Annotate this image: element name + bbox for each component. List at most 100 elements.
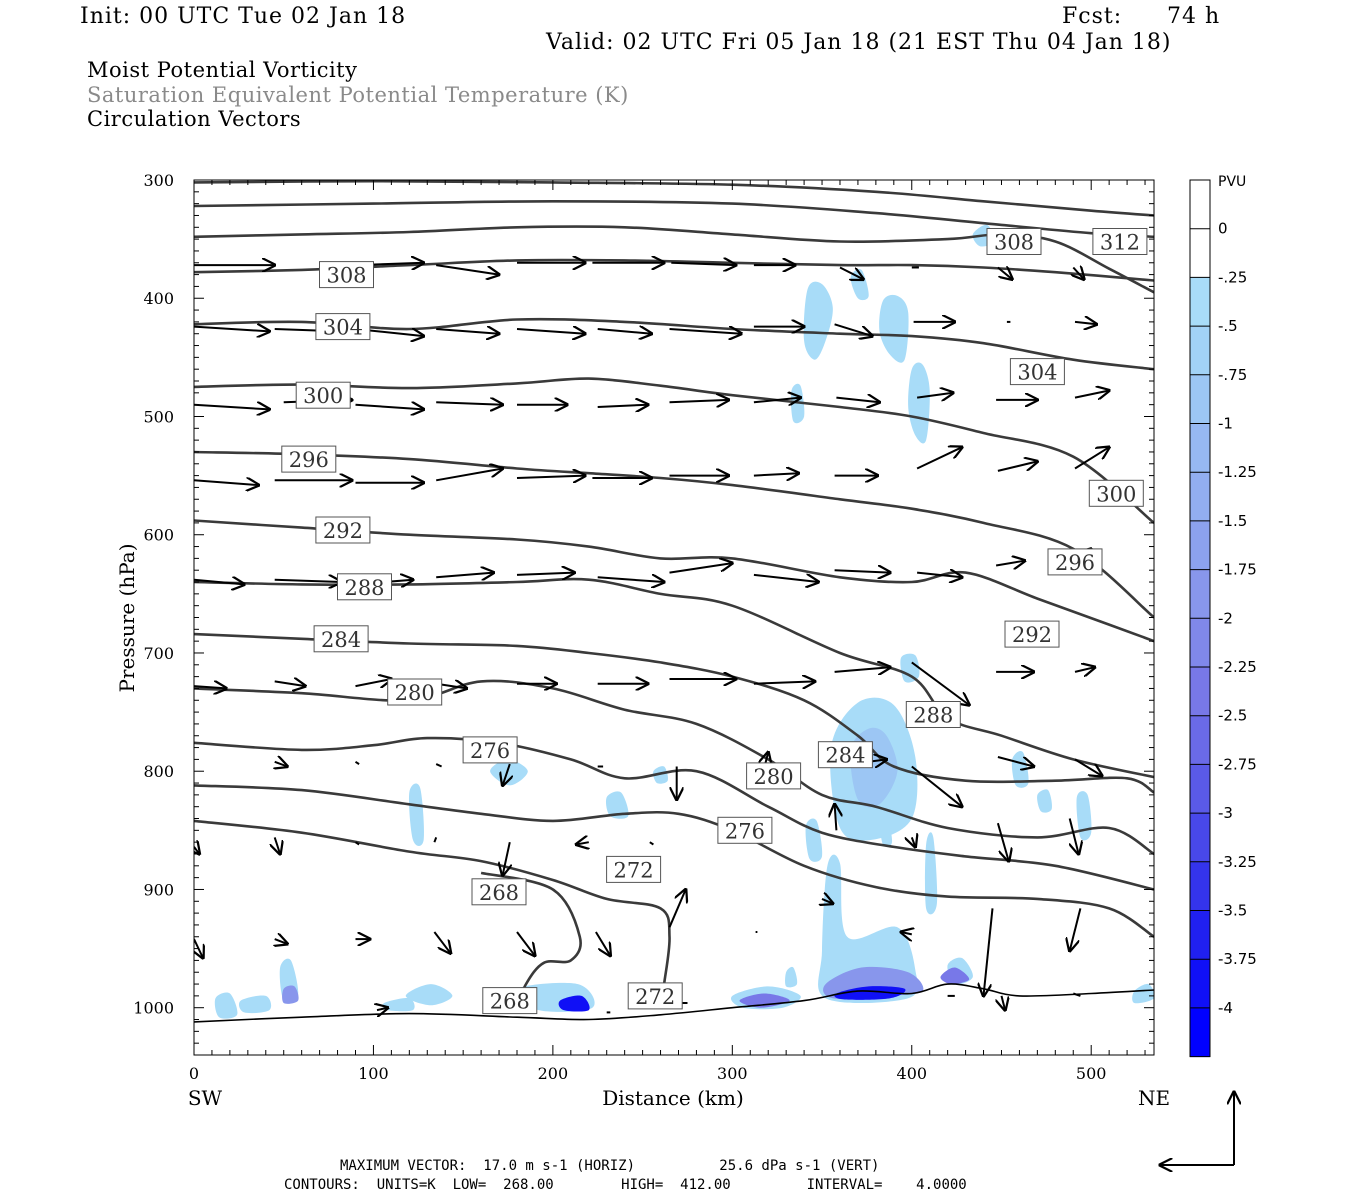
circulation-vector [911, 765, 962, 807]
contour-label-box [717, 816, 773, 844]
max-vector-note: MAXIMUM VECTOR: 17.0 m s-1 (HORIZ) 25.6 … [340, 1158, 880, 1174]
circulation-vector [516, 329, 585, 334]
contour-label-box [817, 741, 873, 769]
theta-contour-308 [194, 225, 1154, 294]
circulation-vector [649, 841, 654, 846]
circulation-vector [822, 899, 833, 904]
y-tick-label: 900 [143, 881, 174, 900]
mpv-region [1156, 315, 1192, 332]
valid-time: Valid: 02 UTC Fri 05 Jan 18 (21 EST Thu … [546, 30, 1172, 55]
colorbar-label: -2.5 [1218, 707, 1247, 725]
circulation-vector [194, 847, 199, 854]
circulation-vector [753, 398, 801, 403]
colorbar-label: -4 [1218, 999, 1233, 1017]
mpv-region [785, 966, 798, 988]
colorbar-swatch [1190, 959, 1210, 1009]
colorbar-swatch [1190, 1007, 1210, 1058]
circulation-vector [916, 393, 953, 398]
circulation-vector [1074, 758, 1102, 776]
legend-line-theta: Saturation Equivalent Potential Temperat… [87, 83, 629, 107]
contour-label: 288 [344, 576, 384, 600]
x-left-label: SW [188, 1086, 223, 1110]
mpv-region [805, 818, 823, 862]
contour-label: 284 [825, 744, 865, 768]
x-axis-title: Distance (km) [602, 1086, 744, 1110]
theta-contour-284 [194, 632, 1154, 794]
colorbar-label: 0 [1218, 220, 1228, 238]
colorbar-label: -2 [1218, 609, 1233, 627]
colorbar-label: -3.75 [1218, 950, 1257, 968]
circulation-vector [354, 841, 360, 846]
circulation-vector [435, 763, 443, 768]
contour-label: 308 [994, 231, 1034, 255]
circulation-vector [671, 263, 736, 265]
circulation-vector [194, 580, 244, 585]
x-tick-label: 400 [897, 1064, 928, 1083]
circulation-vector [916, 573, 962, 578]
contour-label-box [482, 987, 538, 1015]
contour-label: 292 [1012, 623, 1052, 647]
circulation-vector [1068, 818, 1079, 855]
colorbar-swatch [1190, 569, 1210, 619]
circulation-vector [433, 931, 450, 953]
circulation-vector [576, 842, 589, 844]
circulation-vector [1074, 391, 1109, 398]
circulation-vector [1002, 995, 1006, 1010]
mpv-region [408, 783, 425, 847]
circulation-vector [997, 461, 1038, 472]
forecast-hours: 74 h [1167, 4, 1221, 29]
circulation-vector [916, 447, 962, 470]
circulation-vector [597, 405, 648, 407]
contour-label: 268 [490, 990, 530, 1014]
contour-label-box [627, 982, 683, 1010]
plot-frame [193, 179, 1155, 1056]
circulation-vector [753, 681, 815, 683]
circulation-vector [354, 760, 360, 765]
mpv-region [1132, 983, 1154, 1004]
circulation-vector [595, 931, 610, 956]
theta-contour-312 [194, 199, 1154, 239]
mpv-region [653, 766, 669, 784]
circulation-vector [984, 908, 994, 996]
y-tick-label: 1000 [133, 999, 174, 1018]
circulation-vector [436, 264, 499, 275]
circulation-vector [835, 804, 837, 831]
contour-label-box [1092, 228, 1148, 255]
axes: 0 100 200 300 400 500 300 400 500 600 700 800 900 100… [133, 171, 1154, 1083]
x-tick-label: 200 [538, 1064, 569, 1083]
circulation-vector [597, 329, 652, 334]
mpv-region [382, 998, 415, 1012]
colorbar-swatch [1190, 715, 1210, 765]
y-tick-label: 500 [143, 408, 174, 427]
colorbar: PVU 0 -.25 -.5 -.75 -1 -1.25 -1.5 -1.75 -2 -2.25 -2… [1189, 174, 1257, 1058]
colorbar-label: -.25 [1218, 268, 1247, 286]
mpv-region [924, 832, 938, 915]
theta-contour-280 [194, 679, 1154, 856]
colorbar-label: -2.25 [1218, 658, 1257, 676]
contour-label-box [986, 228, 1042, 255]
circulation-vector [355, 405, 424, 410]
mpv-region [214, 992, 238, 1019]
contour-label-box [319, 261, 374, 289]
circulation-vector [1074, 667, 1095, 672]
contour-label: 276 [725, 819, 765, 843]
circulation-vector [503, 841, 510, 875]
y-tick-label: 800 [143, 762, 174, 781]
contour-label-box [746, 762, 802, 790]
x-tick-label: 300 [717, 1064, 748, 1083]
colorbar-label: -2.75 [1218, 755, 1257, 773]
mpv-region [405, 984, 453, 1006]
circulation-vector [436, 469, 502, 482]
legend-line-vectors: Circulation Vectors [87, 107, 302, 131]
contour-label: 288 [913, 704, 953, 728]
colorbar-label: -.75 [1218, 366, 1247, 384]
colorbar-swatch [1190, 374, 1210, 424]
colorbar-swatch [1190, 861, 1210, 911]
contour-label: 304 [1017, 361, 1057, 385]
circulation-vector [669, 329, 742, 334]
colorbar-label: -1 [1218, 415, 1233, 433]
circulation-vector [834, 667, 891, 672]
contour-label-box [1047, 548, 1103, 576]
theta-contour-268 [480, 871, 582, 1009]
